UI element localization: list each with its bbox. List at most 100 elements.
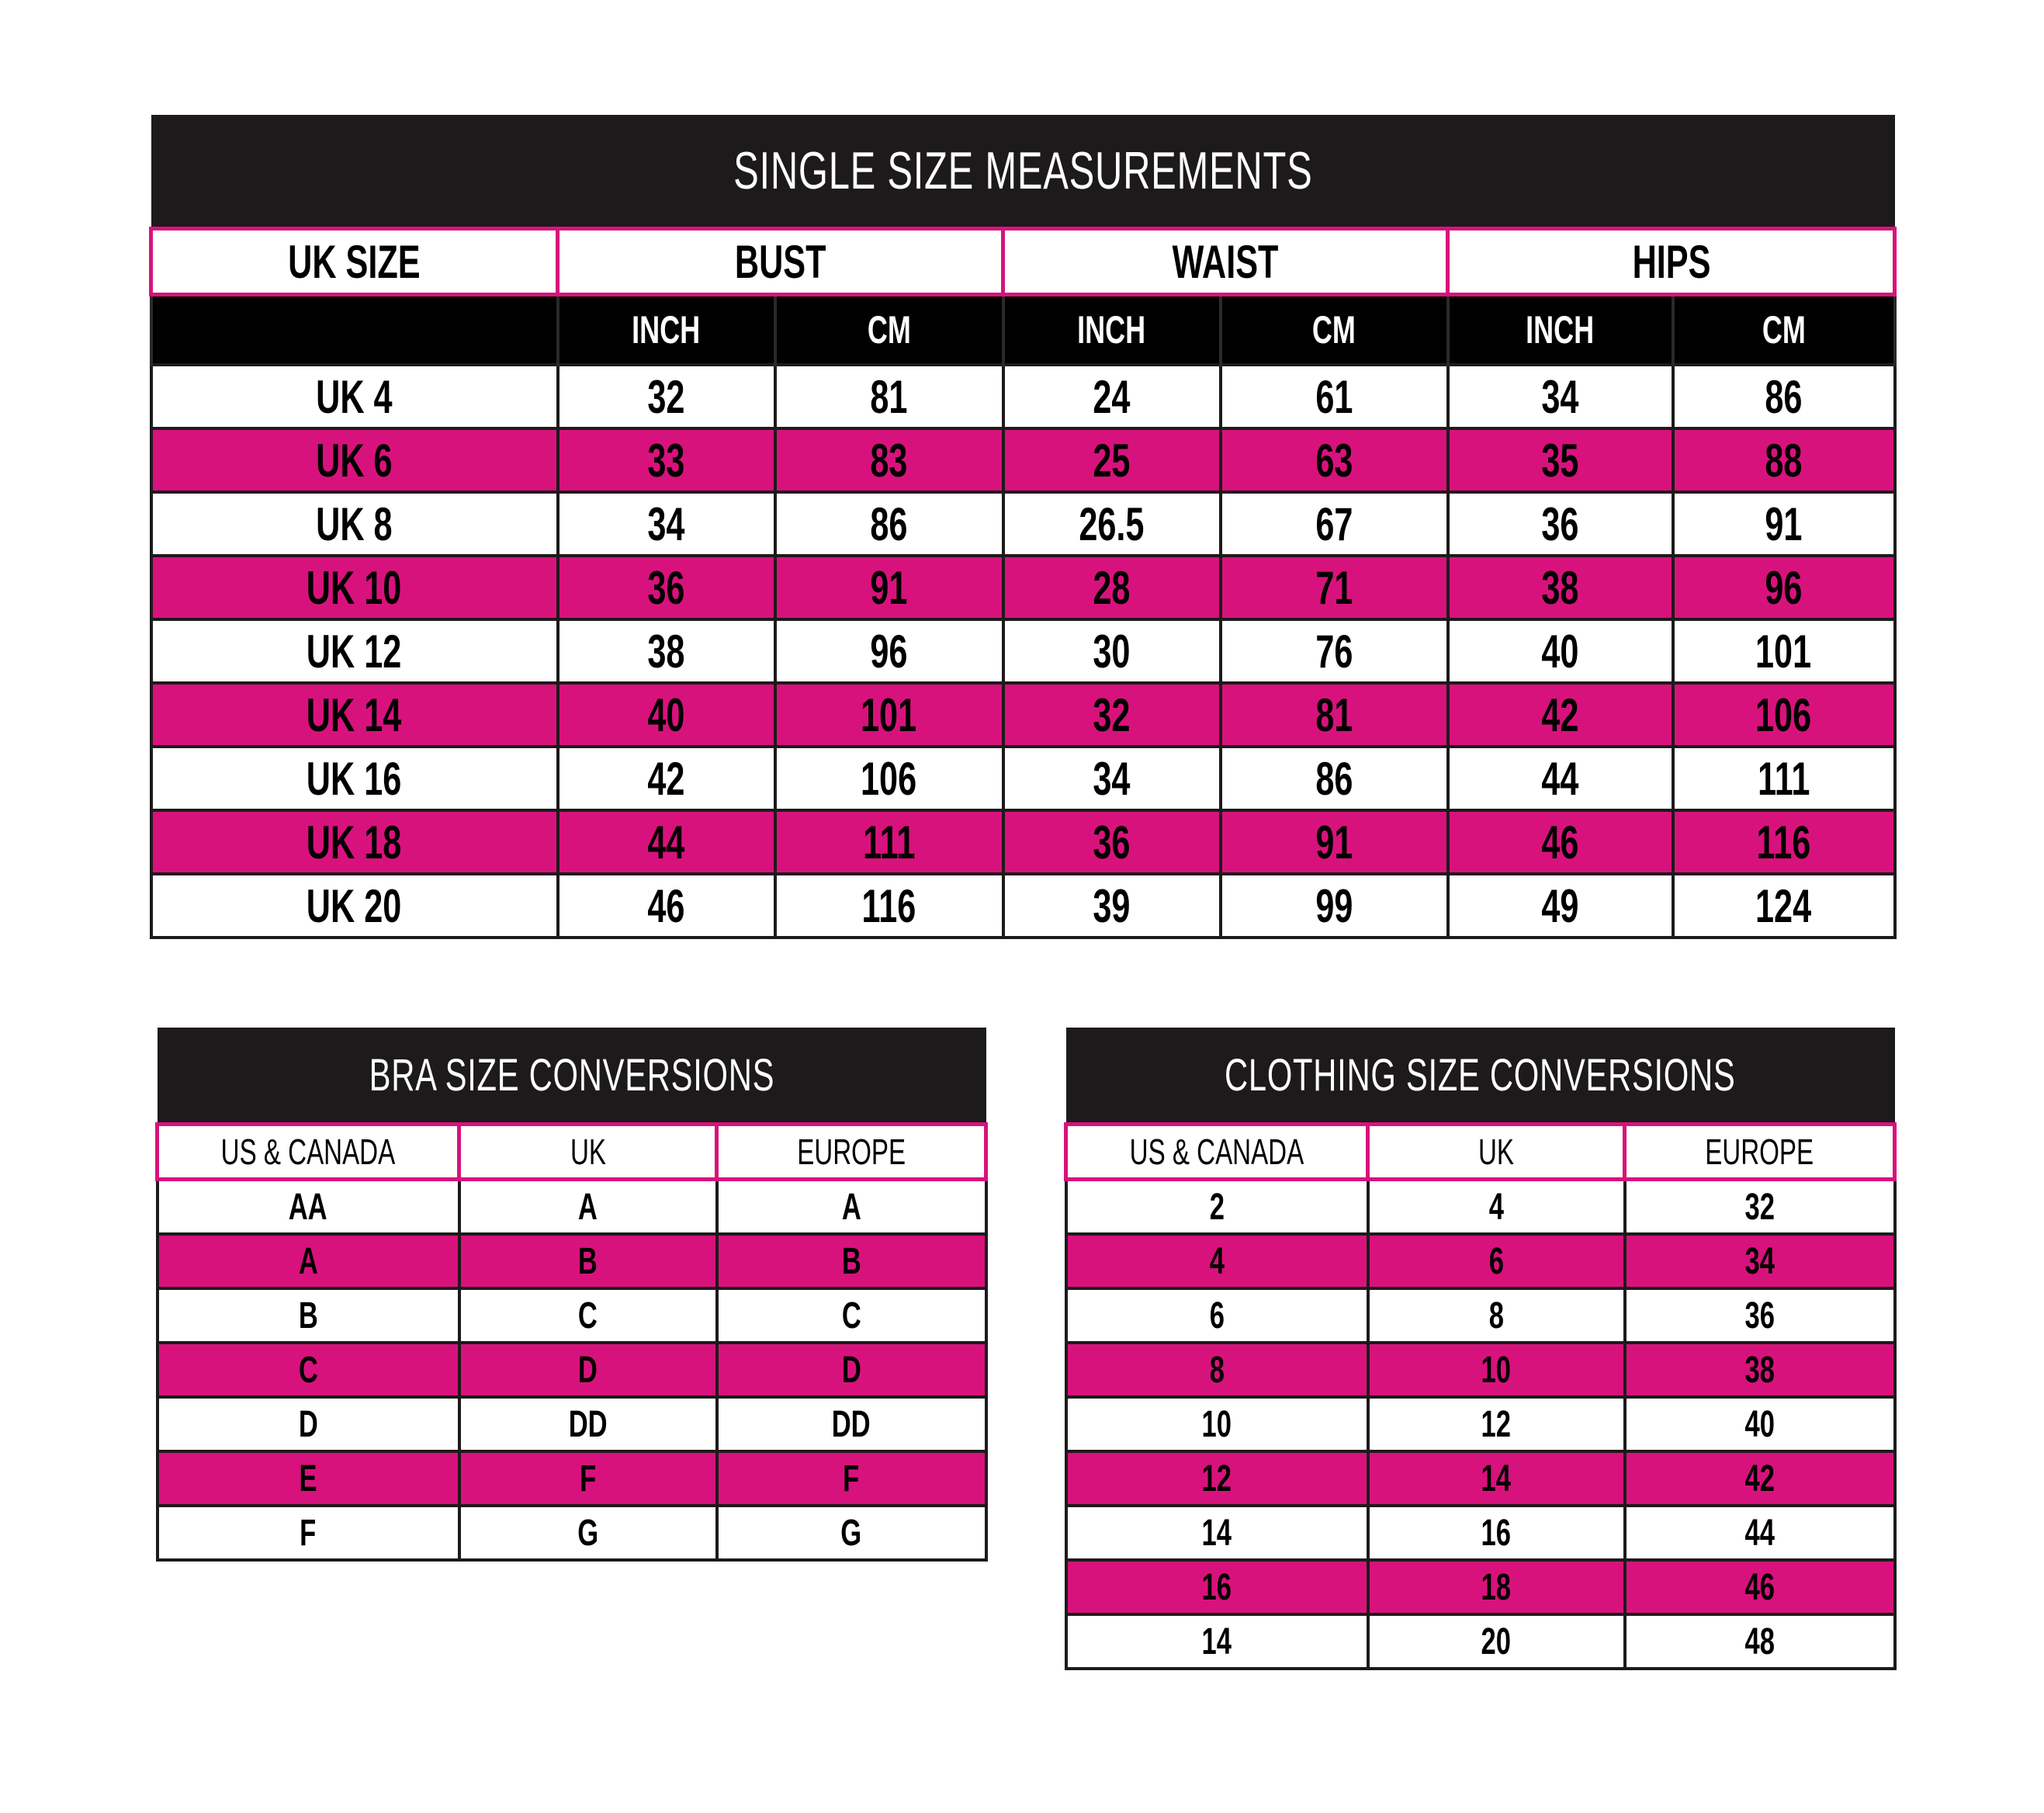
cell-text: 34: [1541, 370, 1579, 423]
cell-text: A: [298, 1240, 318, 1282]
cell-text: 124: [1755, 879, 1812, 932]
cell-text: 36: [1541, 497, 1579, 550]
cell-text: C: [578, 1295, 598, 1336]
cell-text: UK 16: [307, 752, 402, 805]
table-cell: D: [155, 1395, 461, 1453]
header-us-canada: US & CANADA: [1064, 1122, 1370, 1181]
subheader-text: INCH: [1077, 308, 1146, 352]
cell-text: 86: [1315, 752, 1353, 805]
cell-text: C: [841, 1295, 861, 1336]
table-cell: D: [457, 1341, 719, 1399]
cell-text: 46: [1744, 1566, 1775, 1608]
cell-text: UK 6: [316, 434, 393, 487]
table-cell: 4: [1366, 1177, 1627, 1236]
table-cell: 67: [1218, 491, 1450, 557]
bra-size-conversions-table: BRA SIZE CONVERSIONS US & CANADA UK EURO…: [155, 1028, 989, 1562]
table-cell: C: [715, 1287, 988, 1344]
cell-text: 49: [1541, 879, 1579, 932]
table-cell: 46: [1446, 809, 1675, 875]
cell-text: 30: [1093, 625, 1131, 678]
table-cell: 106: [1671, 681, 1897, 748]
table-cell: UK 4: [149, 363, 560, 430]
table-cell: 91: [773, 554, 1005, 621]
cell-text: 33: [647, 434, 685, 487]
cell-text: 24: [1093, 370, 1131, 423]
cell-text: 106: [1755, 688, 1812, 741]
table-cell: 49: [1446, 872, 1675, 939]
table-cell: 44: [1623, 1504, 1897, 1562]
cell-text: F: [843, 1458, 860, 1499]
cell-text: 63: [1315, 434, 1353, 487]
table-cell: 38: [1623, 1341, 1897, 1399]
cell-text: B: [298, 1295, 318, 1336]
cell-text: D: [298, 1403, 318, 1445]
table-title-text: CLOTHING SIZE CONVERSIONS: [1225, 1049, 1736, 1101]
cell-text: 116: [861, 879, 916, 932]
cell-text: 28: [1093, 561, 1131, 614]
table-cell: 26.5: [1001, 491, 1222, 557]
subheader-text: CM: [867, 308, 911, 352]
cell-text: 42: [1541, 688, 1579, 741]
header-us-canada: US & CANADA: [155, 1122, 461, 1181]
table-cell: 39: [1001, 872, 1222, 939]
header-bust: BUST: [556, 227, 1005, 296]
cell-text: 6: [1488, 1240, 1504, 1282]
table-cell: 32: [1623, 1177, 1897, 1236]
table-cell: 44: [556, 809, 777, 875]
table-cell: 28: [1001, 554, 1222, 621]
cell-text: 32: [1744, 1186, 1775, 1228]
table-row: 10 12 40: [1064, 1395, 1897, 1453]
table-cell: G: [457, 1504, 719, 1562]
cell-text: 81: [870, 370, 908, 423]
table-cell: G: [715, 1504, 988, 1562]
table-row: UK 4 32 81 24 61 34 86: [149, 363, 1897, 430]
table-cell: 91: [1671, 491, 1897, 557]
table-cell: 34: [1623, 1232, 1897, 1290]
cell-text: 38: [647, 625, 685, 678]
cell-text: B: [578, 1240, 598, 1282]
cell-text: 96: [870, 625, 908, 678]
header-text: BUST: [734, 235, 826, 288]
table-cell: 91: [1218, 809, 1450, 875]
header-waist: WAIST: [1001, 227, 1450, 296]
cell-text: 20: [1481, 1621, 1512, 1662]
cell-text: 18: [1481, 1566, 1512, 1608]
clothing-size-conversions-table: CLOTHING SIZE CONVERSIONS US & CANADA UK…: [1064, 1028, 1897, 1670]
table-cell: 48: [1623, 1613, 1897, 1670]
cell-text: 26.5: [1079, 497, 1145, 550]
table-cell: 83: [773, 427, 1005, 494]
table-row: UK 6 33 83 25 63 35 88: [149, 427, 1897, 494]
table-cell: AA: [155, 1177, 461, 1236]
table-cell: 116: [1671, 809, 1897, 875]
cell-text: UK 20: [307, 879, 402, 932]
cell-text: UK 4: [316, 370, 393, 423]
table-cell: A: [155, 1232, 461, 1290]
header-text: UK: [1478, 1132, 1515, 1172]
subheader-blank: [149, 294, 560, 365]
table-cell: 14: [1064, 1504, 1370, 1562]
subheader-bust-cm: CM: [773, 294, 1005, 365]
table-cell: 2: [1064, 1177, 1370, 1236]
cell-text: 36: [647, 561, 685, 614]
table-cell: DD: [715, 1395, 988, 1453]
header-text: HIPS: [1632, 235, 1710, 288]
table-row: UK 20 46 116 39 99 49 124: [149, 872, 1897, 939]
table-cell: D: [715, 1341, 988, 1399]
cell-text: 86: [1765, 370, 1803, 423]
table-cell: 42: [1446, 681, 1675, 748]
subheader-text: CM: [1762, 308, 1806, 352]
table-cell: UK 6: [149, 427, 560, 494]
table-row: UK 8 34 86 26.5 67 36 91: [149, 491, 1897, 557]
table-row: D DD DD: [155, 1395, 988, 1453]
cell-text: 40: [1541, 625, 1579, 678]
table-row: UK 14 40 101 32 81 42 106: [149, 681, 1897, 748]
cell-text: 40: [1744, 1403, 1775, 1445]
table-cell: F: [457, 1450, 719, 1507]
table-cell: 63: [1218, 427, 1450, 494]
cell-text: 6: [1209, 1295, 1225, 1336]
table-cell: 6: [1366, 1232, 1627, 1290]
table-row: 4 6 34: [1064, 1232, 1897, 1290]
cell-text: DD: [568, 1403, 608, 1445]
cell-text: 16: [1201, 1566, 1232, 1608]
